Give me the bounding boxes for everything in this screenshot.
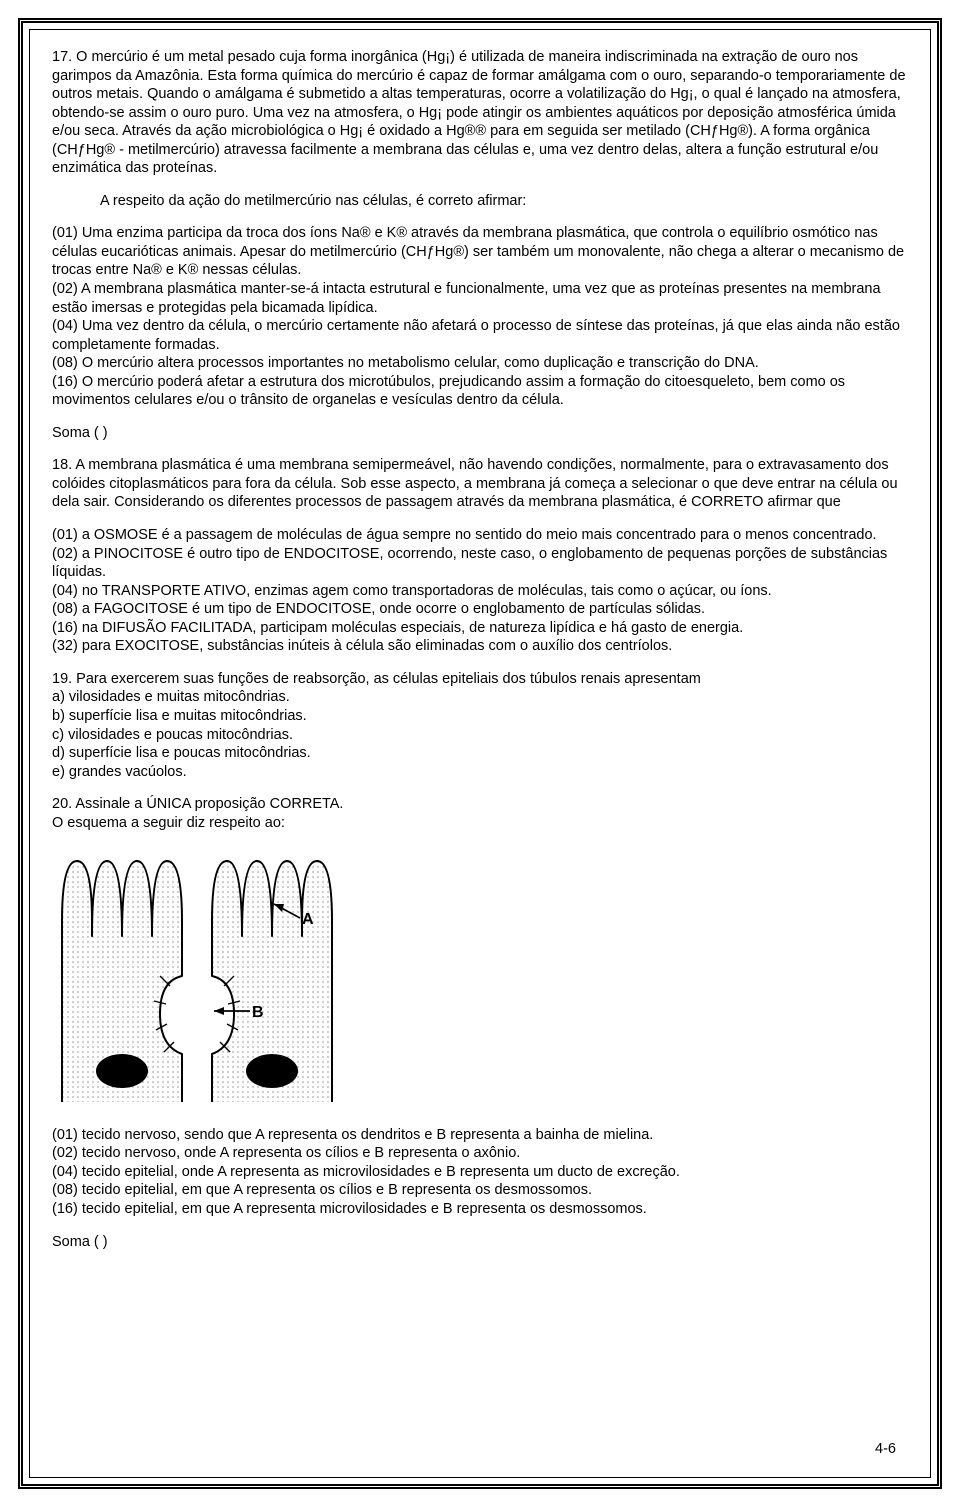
right-nucleus — [246, 1054, 298, 1088]
q17-soma: Soma ( ) — [52, 424, 908, 443]
q19-opt-d: d) superfície lisa e poucas mitocôndrias… — [52, 744, 908, 763]
q20-soma: Soma ( ) — [52, 1233, 908, 1252]
q20-opt-16: (16) tecido epitelial, em que A represen… — [52, 1200, 908, 1219]
q20-sub: O esquema a seguir diz respeito ao: — [52, 814, 908, 833]
q17-subtext: A respeito da ação do metilmercúrio nas … — [52, 192, 908, 211]
frame-outer: 17. O mercúrio é um metal pesado cuja fo… — [18, 18, 942, 1489]
q18-opt-32: (32) para EXOCITOSE, substâncias inúteis… — [52, 637, 908, 656]
page: 17. O mercúrio é um metal pesado cuja fo… — [0, 0, 960, 1507]
q19-block: 19. Para exercerem suas funções de reabs… — [52, 670, 908, 781]
q17-options: (01) Uma enzima participa da troca dos í… — [52, 224, 908, 409]
q17-text: 17. O mercúrio é um metal pesado cuja fo… — [52, 48, 908, 178]
q20-opt-04: (04) tecido epitelial, onde A representa… — [52, 1163, 908, 1182]
page-number: 4-6 — [875, 1441, 896, 1457]
cell-diagram-svg: A B — [52, 846, 372, 1106]
content-area: 17. O mercúrio é um metal pesado cuja fo… — [52, 48, 908, 1251]
q19-opt-a: a) vilosidades e muitas mitocôndrias. — [52, 688, 908, 707]
q18-opt-08: (08) a FAGOCITOSE é um tipo de ENDOCITOS… — [52, 600, 908, 619]
label-b-text: B — [252, 1004, 264, 1021]
q20-opt-02: (02) tecido nervoso, onde A representa o… — [52, 1144, 908, 1163]
q18-options: (01) a OSMOSE é a passagem de moléculas … — [52, 526, 908, 656]
q17-opt-01: (01) Uma enzima participa da troca dos í… — [52, 224, 908, 280]
label-a-text: A — [302, 911, 314, 928]
q20-options: (01) tecido nervoso, sendo que A represe… — [52, 1126, 908, 1219]
q19-opt-b: b) superfície lisa e muitas mitocôndrias… — [52, 707, 908, 726]
q20-head: 20. Assinale a ÚNICA proposição CORRETA.… — [52, 795, 908, 832]
q18-opt-01: (01) a OSMOSE é a passagem de moléculas … — [52, 526, 908, 545]
q18-opt-16: (16) na DIFUSÃO FACILITADA, participam m… — [52, 619, 908, 638]
frame-inner: 17. O mercúrio é um metal pesado cuja fo… — [29, 29, 931, 1478]
q20-text: 20. Assinale a ÚNICA proposição CORRETA. — [52, 795, 908, 814]
q17-opt-16: (16) O mercúrio poderá afetar a estrutur… — [52, 373, 908, 410]
q17-opt-08: (08) O mercúrio altera processos importa… — [52, 354, 908, 373]
left-nucleus — [96, 1054, 148, 1088]
q18-opt-02: (02) a PINOCITOSE é outro tipo de ENDOCI… — [52, 545, 908, 582]
q20-opt-08: (08) tecido epitelial, em que A represen… — [52, 1181, 908, 1200]
q19-opt-e: e) grandes vacúolos. — [52, 763, 908, 782]
q18-text: 18. A membrana plasmática é uma membrana… — [52, 456, 908, 512]
q17-opt-04: (04) Uma vez dentro da célula, o mercúri… — [52, 317, 908, 354]
q20-figure: A B — [52, 846, 908, 1112]
q20-opt-01: (01) tecido nervoso, sendo que A represe… — [52, 1126, 908, 1145]
q19-text: 19. Para exercerem suas funções de reabs… — [52, 670, 908, 689]
q19-opt-c: c) vilosidades e poucas mitocôndrias. — [52, 726, 908, 745]
q18-opt-04: (04) no TRANSPORTE ATIVO, enzimas agem c… — [52, 582, 908, 601]
q17-opt-02: (02) A membrana plasmática manter-se-á i… — [52, 280, 908, 317]
